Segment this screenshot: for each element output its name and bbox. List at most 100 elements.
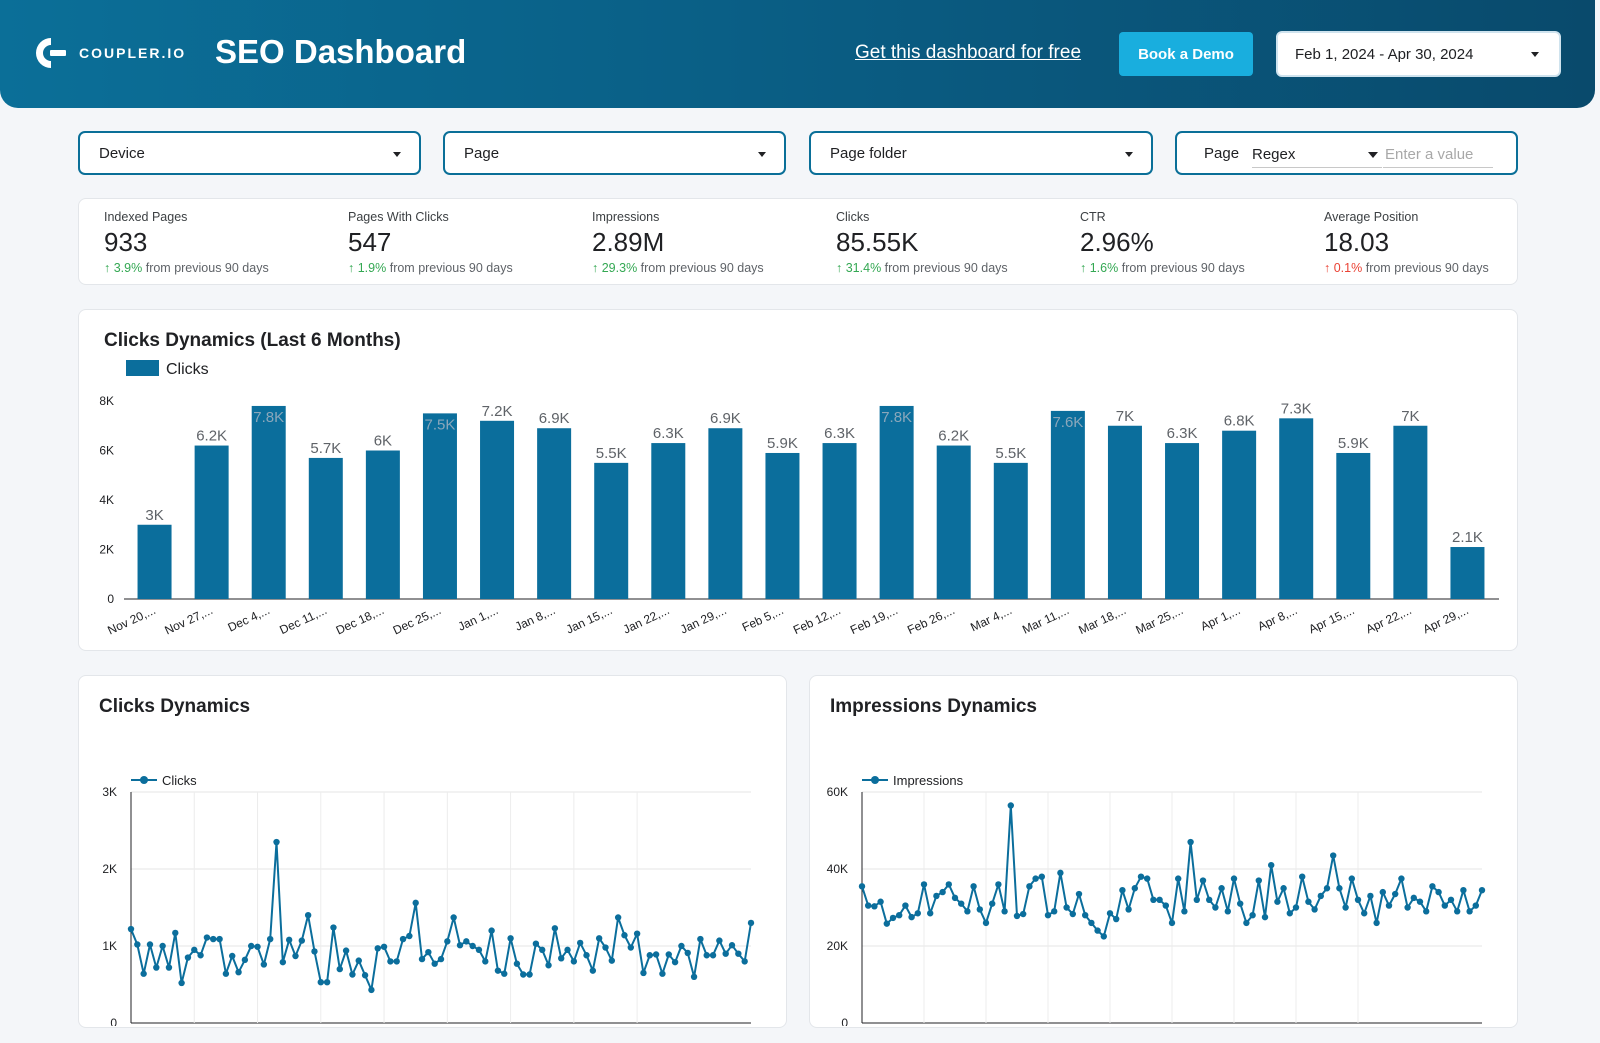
data-point: [197, 952, 204, 959]
data-point: [1447, 896, 1455, 903]
data-point: [513, 960, 521, 967]
data-point: [595, 935, 603, 942]
bar: [993, 462, 1028, 599]
page-filter-label: Page: [464, 144, 500, 162]
data-point: [633, 930, 641, 937]
kpi-clicks: Clicks 85.55K ↑ 31.4% from previous 90 d…: [836, 210, 1008, 275]
data-point: [608, 957, 616, 964]
bar: [822, 443, 857, 599]
data-point: [1038, 873, 1045, 880]
data-point: [260, 961, 268, 968]
data-point: [159, 942, 166, 950]
clicks-6-month-chart-card: Clicks Dynamics (Last 6 Months) Clicks 0 2…: [78, 309, 1518, 651]
arrow-up-icon: ↑: [104, 261, 111, 275]
data-point: [1385, 902, 1393, 909]
x-tick-label: Nov 27,...: [162, 603, 214, 637]
data-point: [1311, 906, 1318, 913]
y-tick-label: 4K: [99, 493, 114, 507]
data-point: [1187, 838, 1194, 846]
kpi-label: Indexed Pages: [104, 210, 188, 224]
x-tick-label: Dec 4,...: [226, 603, 272, 635]
data-point: [1299, 873, 1306, 880]
date-range-value: Feb 1, 2024 - Apr 30, 2024: [1295, 45, 1474, 63]
data-point: [883, 920, 890, 927]
data-point: [1007, 802, 1014, 809]
y-tick-label: 20K: [827, 939, 848, 953]
data-point: [178, 979, 185, 987]
data-point: [1082, 912, 1089, 919]
data-point: [690, 973, 698, 980]
page-folder-filter[interactable]: Page folder: [809, 131, 1153, 175]
bar: [365, 450, 400, 599]
data-point: [526, 971, 533, 978]
x-tick-label: Feb 19,...: [848, 603, 900, 637]
data-point: [927, 910, 934, 917]
data-point: [1119, 886, 1126, 894]
data-point: [1137, 873, 1145, 880]
data-point: [412, 899, 419, 907]
date-range-selector[interactable]: Feb 1, 2024 - Apr 30, 2024: [1276, 31, 1561, 77]
y-tick-label: 40K: [827, 862, 848, 876]
device-filter[interactable]: Device: [78, 131, 421, 175]
data-point: [659, 970, 666, 977]
bar: [194, 445, 229, 599]
bar: [1050, 410, 1085, 599]
x-tick-label: Feb 26,...: [905, 603, 957, 637]
kpi-delta: ↑ 3.9% from previous 90 days: [104, 261, 269, 275]
bar: [1279, 418, 1314, 599]
data-point: [273, 838, 280, 846]
impressions-dynamics-card: Impressions Dynamics Impressions 0 20K 40K 6…: [809, 675, 1518, 1028]
data-point: [222, 970, 230, 977]
data-point: [146, 941, 154, 948]
data-point: [1032, 875, 1039, 882]
regex-mode-select[interactable]: Regex: [1252, 141, 1382, 168]
y-tick-label: 6K: [99, 444, 114, 458]
data-point: [640, 969, 647, 977]
data-point: [165, 964, 173, 971]
data-point: [671, 958, 679, 966]
data-point: [355, 957, 362, 964]
data-point: [1292, 904, 1300, 911]
bar-data-label: 6.8K: [1224, 413, 1255, 430]
data-point: [989, 900, 996, 907]
y-tick-label: 0: [110, 1016, 117, 1026]
x-tick-label: Jan 8,...: [513, 603, 558, 634]
data-point: [431, 960, 438, 967]
bar: [936, 445, 971, 599]
data-point: [1206, 896, 1213, 903]
data-point: [444, 938, 451, 945]
data-point: [1286, 910, 1293, 917]
data-point: [576, 939, 584, 947]
data-point: [678, 942, 685, 950]
kpi-impressions: Impressions 2.89M ↑ 29.3% from previous …: [592, 210, 764, 275]
data-point: [728, 942, 736, 949]
data-point: [292, 952, 299, 960]
page-filter[interactable]: Page: [443, 131, 786, 175]
data-point: [140, 970, 147, 977]
y-tick-label: 1K: [102, 939, 117, 953]
regex-value-input[interactable]: [1383, 141, 1493, 168]
data-point: [1348, 875, 1355, 882]
data-point: [684, 949, 691, 957]
x-tick-label: Jan 29,...: [678, 603, 729, 637]
impressions-line-chart: Impressions020K40K60KFeb 1Feb 11Feb 21Ma…: [827, 773, 1486, 1026]
data-point: [539, 946, 546, 954]
bar: [1222, 430, 1257, 599]
x-tick-label: Apr 8,...: [1255, 603, 1299, 633]
bar: [1450, 547, 1485, 599]
get-dashboard-link[interactable]: Get this dashboard for free: [855, 42, 1082, 63]
data-point: [1094, 927, 1101, 934]
data-point: [583, 952, 590, 959]
kpi-delta: ↑ 1.9% from previous 90 days: [348, 261, 513, 275]
data-point: [1199, 877, 1207, 884]
data-point: [939, 888, 946, 896]
data-point: [285, 936, 293, 944]
data-point: [902, 902, 909, 909]
data-point: [399, 935, 407, 943]
data-point: [652, 951, 660, 958]
kpi-value: 933: [104, 227, 148, 257]
arrow-up-icon: ↑: [1080, 261, 1087, 275]
data-point: [266, 935, 274, 943]
data-point: [488, 927, 495, 934]
book-demo-button[interactable]: Book a Demo: [1119, 32, 1253, 76]
